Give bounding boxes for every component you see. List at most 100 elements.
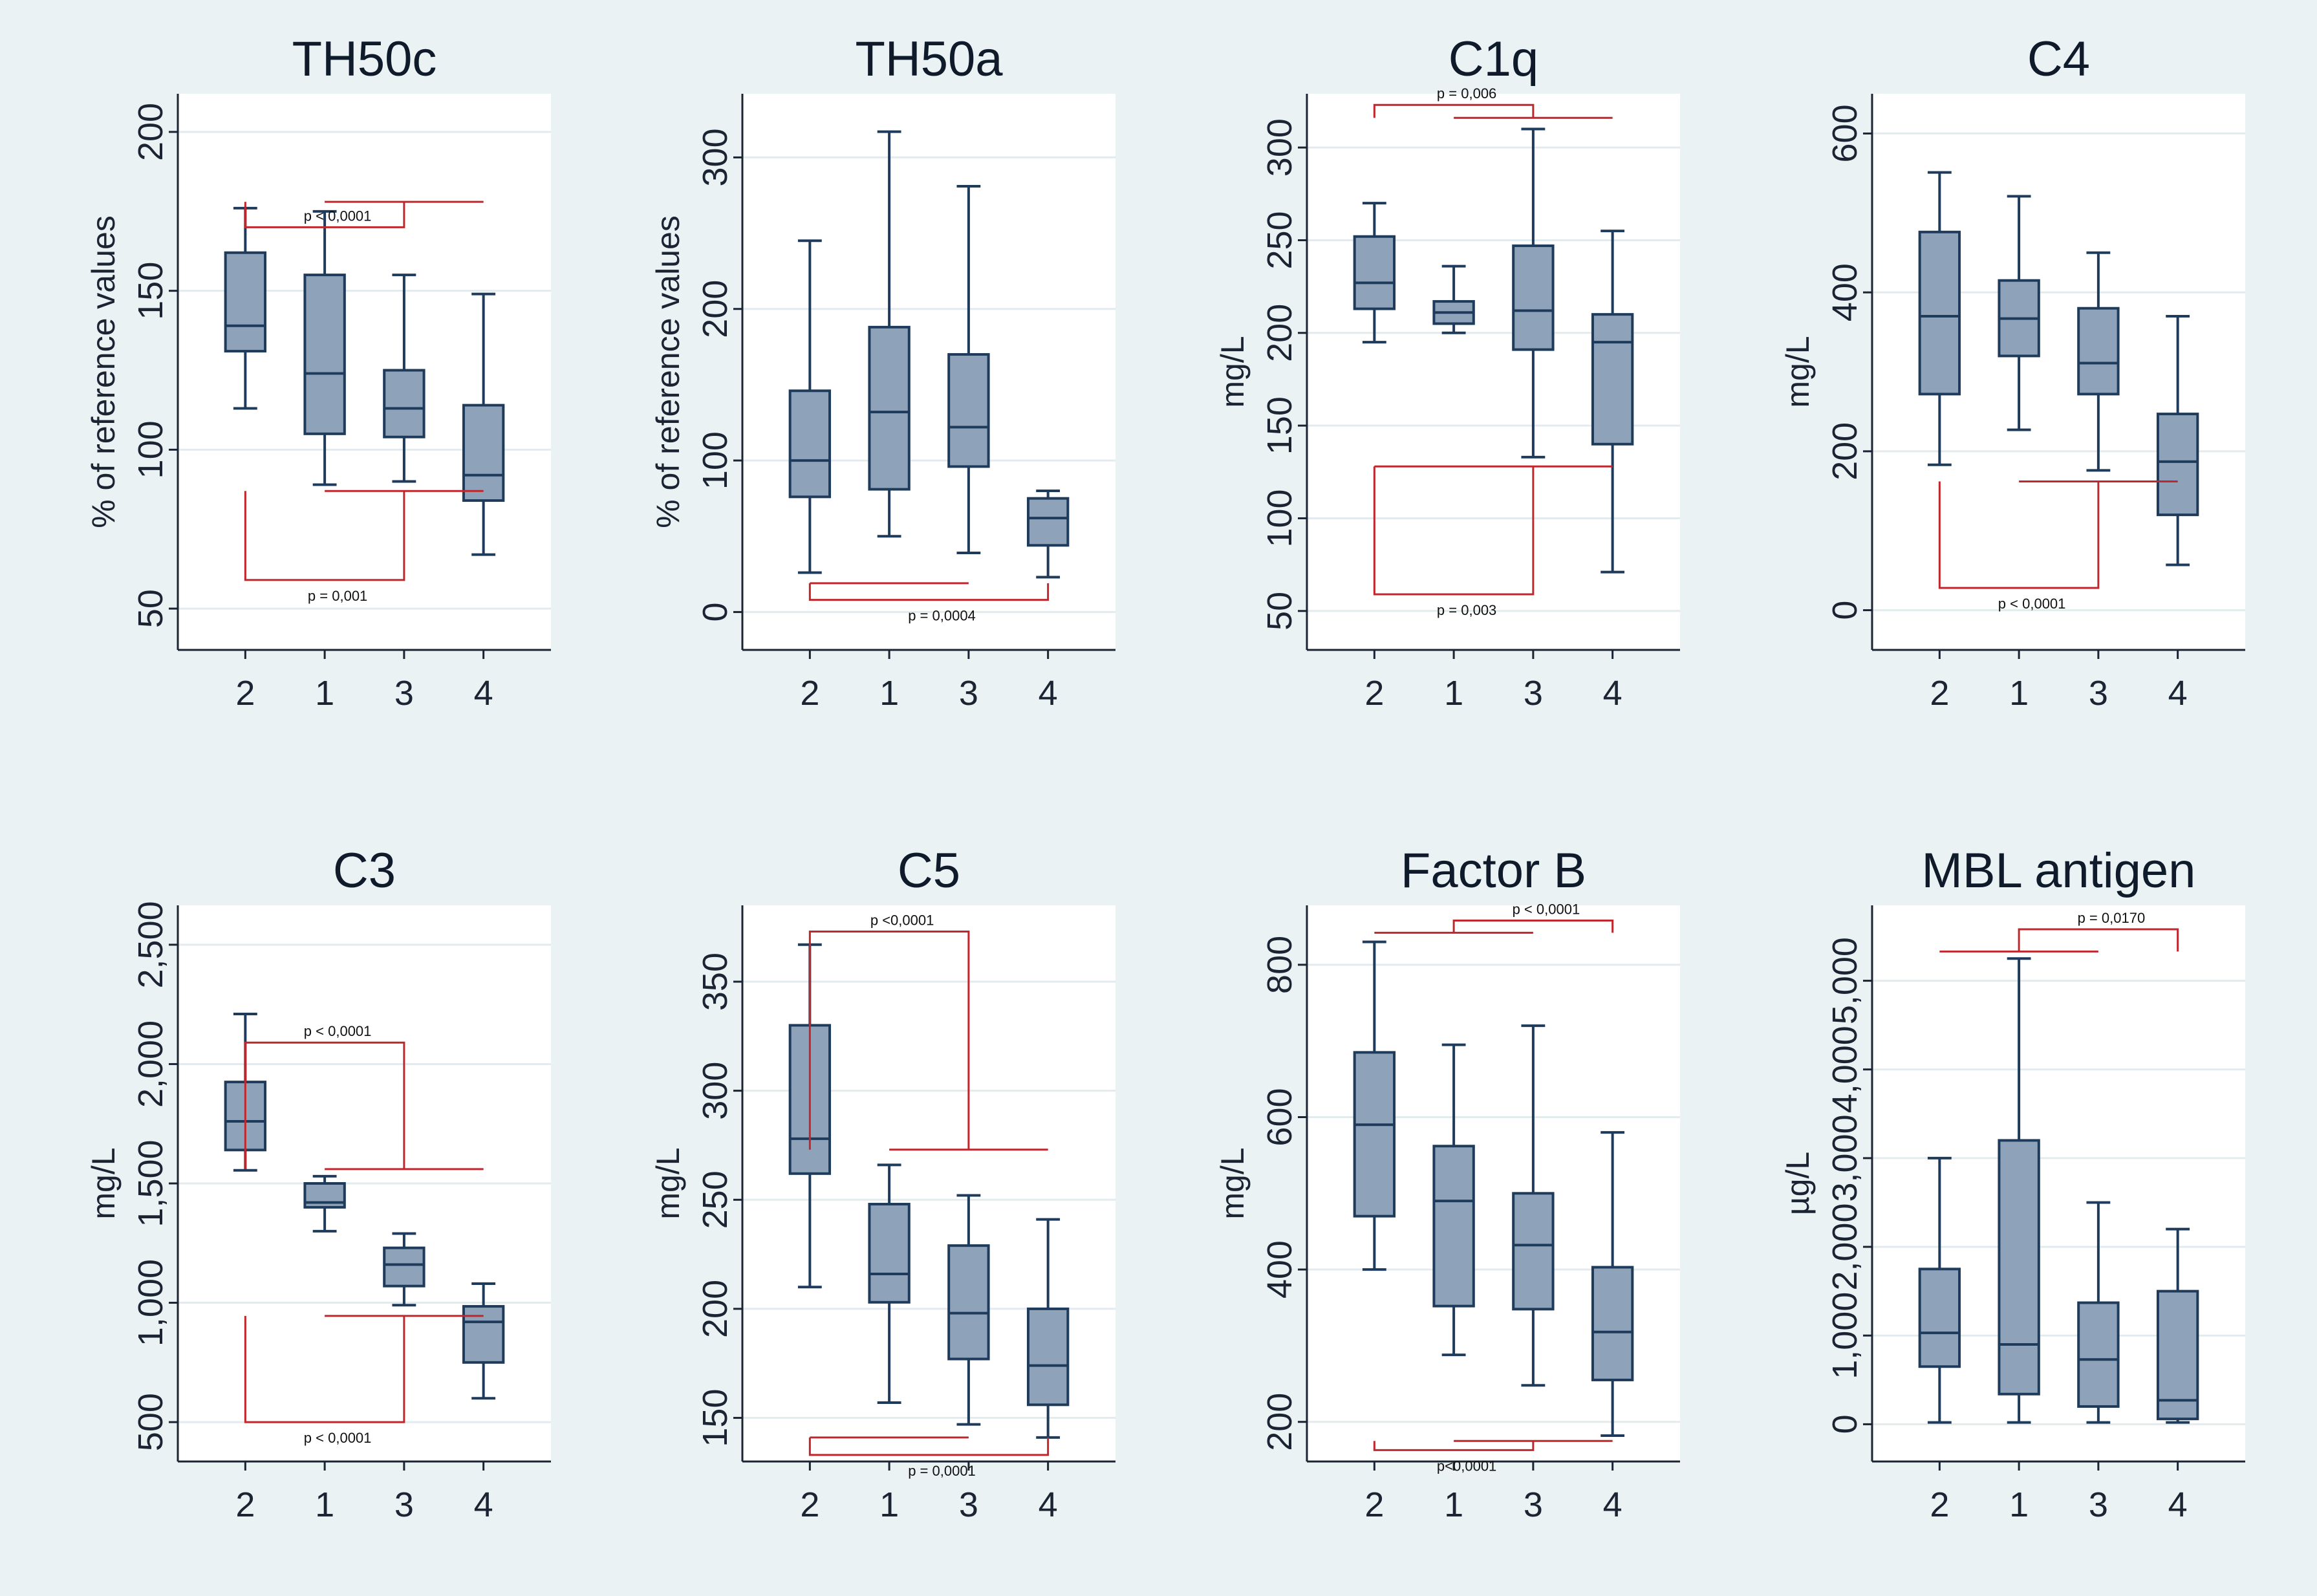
y-axis-label: % of reference values	[650, 215, 686, 528]
p-value-label: p < 0,0001	[304, 1430, 372, 1446]
y-tick-label: 200	[1826, 422, 1864, 480]
p-value-label: p < 0,0001	[1998, 596, 2066, 612]
p-value-label: p = 0,003	[1437, 602, 1496, 618]
bracket-outer	[808, 583, 1050, 601]
x-tick-label: 4	[1603, 1485, 1622, 1524]
y-tick-label: 400	[1260, 1240, 1299, 1299]
y-tick-label: 0	[1826, 601, 1864, 620]
iqr-box	[868, 1203, 911, 1304]
x-tick-label: 2	[1364, 1485, 1384, 1524]
y-tick-label: 600	[1260, 1088, 1299, 1146]
iqr-box	[224, 251, 267, 353]
bracket-outer	[244, 1041, 405, 1169]
panel-1: 50 100 150 200 2 1 3 4 TH50c % of reference value…	[85, 32, 551, 713]
p-value-label: p = 0,0001	[908, 1463, 976, 1479]
iqr-box	[1998, 1139, 2040, 1396]
box-group-3	[947, 184, 990, 555]
y-tick-label: 100	[696, 431, 735, 490]
x-tick-label: 4	[1039, 1485, 1058, 1524]
panel-3: 50 100 150 200 250 300 2 1 3 4 C1q mg/L p = 0,006 p =…	[1214, 32, 1680, 713]
box-group-4	[2156, 1227, 2199, 1424]
x-tick-label: 4	[474, 674, 493, 713]
y-axis-label: mg/L	[1214, 1147, 1251, 1219]
significance-bracket-1: p <0,0001	[808, 912, 1048, 1151]
box-group-4	[1591, 230, 1634, 574]
y-tick-label: 0	[696, 602, 735, 621]
iqr-box	[1026, 497, 1070, 547]
box-group-4	[1591, 1131, 1634, 1437]
y-tick-label: 800	[1260, 936, 1299, 994]
y-tick-label: 300	[1260, 118, 1299, 177]
panel-2: 0 100 200 300 2 1 3 4 TH50a % of reference values…	[650, 32, 1115, 713]
iqr-box	[2077, 307, 2120, 396]
iqr-box	[2156, 1289, 2199, 1421]
x-tick-label: 2	[235, 674, 255, 713]
y-tick-label: 150	[1260, 396, 1299, 455]
p-value-label: p = 0,006	[1437, 85, 1496, 102]
iqr-box	[1512, 244, 1555, 351]
box-group-3	[383, 1232, 426, 1307]
x-tick-label: 3	[2089, 674, 2108, 713]
y-tick-label: 0	[1826, 1414, 1864, 1434]
iqr-box	[1918, 230, 1961, 396]
p-value-label: p < 0,0001	[1513, 901, 1580, 918]
panel-7: 200 400 600 800 2 1 3 4 Factor B mg/L p < 0,0001 p<…	[1214, 843, 1680, 1524]
iqr-box	[383, 1246, 426, 1288]
bracket-outer	[244, 1315, 405, 1423]
box-group-3	[947, 1194, 990, 1426]
panel-title: C3	[333, 843, 396, 898]
x-tick-label: 4	[1039, 674, 1058, 713]
plot-area	[742, 94, 1115, 650]
box-group-3	[1512, 1024, 1555, 1387]
y-tick-label: 250	[1260, 211, 1299, 269]
bracket-outer	[808, 1437, 1050, 1456]
x-tick-label: 1	[315, 1485, 334, 1524]
panel-title: MBL antigen	[1922, 843, 2196, 898]
box-group-1	[1998, 957, 2040, 1424]
iqr-box	[383, 369, 426, 438]
panel-title: Factor B	[1401, 843, 1586, 898]
x-tick-label: 2	[1364, 674, 1384, 713]
significance-bracket-1: p = 0,0004	[808, 582, 1050, 624]
iqr-box	[462, 404, 505, 502]
significance-bracket-1: p < 0,0001	[244, 1023, 484, 1170]
box-group-3	[2077, 1201, 2120, 1424]
significance-bracket-1: p < 0,0001	[1374, 901, 1614, 934]
y-tick-label: 1,500	[131, 1139, 170, 1227]
plot-area	[178, 94, 551, 650]
y-tick-label: 200	[131, 103, 170, 161]
significance-bracket-2: p = 0,003	[1373, 465, 1613, 618]
y-tick-label: 50	[1260, 592, 1299, 631]
x-tick-label: 3	[1524, 1485, 1543, 1524]
x-tick-label: 4	[1603, 674, 1622, 713]
box-group-4	[462, 292, 505, 556]
x-tick-label: 2	[800, 1485, 819, 1524]
panel-title: TH50c	[292, 32, 437, 87]
x-tick-label: 3	[394, 674, 414, 713]
iqr-box	[303, 274, 346, 435]
y-tick-label: 500	[131, 1393, 170, 1451]
panel-title: C1q	[1449, 32, 1538, 87]
panel-6: 150 200 250 300 350 2 1 3 4 C5 mg/L p <0,0001 p = 0,…	[650, 843, 1115, 1524]
x-tick-label: 2	[800, 674, 819, 713]
x-tick-label: 3	[959, 1485, 978, 1524]
y-tick-label: 400	[1826, 263, 1864, 321]
box-group-1	[868, 1163, 911, 1404]
y-tick-label: 2,000	[131, 1020, 170, 1108]
y-tick-label: 2,000	[1826, 1203, 1864, 1290]
y-tick-label: 200	[1260, 304, 1299, 362]
p-value-label: p < 0,0001	[304, 1023, 372, 1039]
y-tick-label: 50	[131, 589, 170, 628]
p-value-label: p = 0,0170	[2078, 910, 2146, 926]
x-tick-label: 1	[1444, 674, 1463, 713]
box-group-2	[1918, 171, 1961, 466]
significance-bracket-2: p < 0,0001	[244, 1315, 484, 1446]
bracket-outer	[1373, 466, 1535, 596]
bracket-outer	[1373, 103, 1535, 118]
significance-bracket-2: p = 0,0001	[808, 1436, 1050, 1479]
panel-title: C4	[2027, 32, 2090, 87]
x-tick-label: 1	[879, 1485, 899, 1524]
y-axis-label: mg/L	[85, 1147, 122, 1219]
y-tick-label: 350	[696, 953, 735, 1011]
